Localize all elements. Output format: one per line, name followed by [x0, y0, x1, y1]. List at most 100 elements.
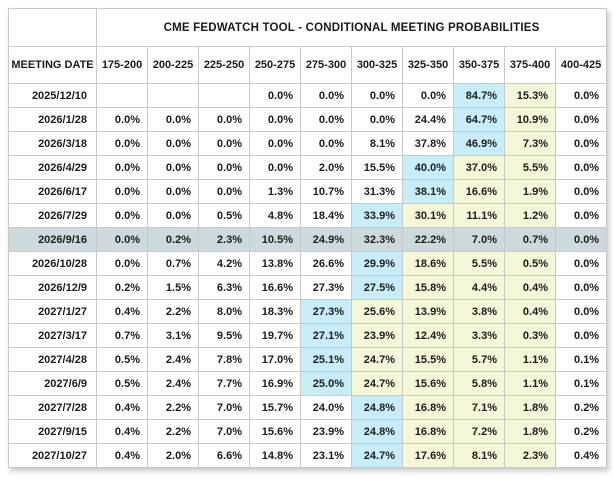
- table-row[interactable]: 2026/6/17 0.0% 0.0% 0.0% 1.3% 10.7% 31.3% 38.1%…: [8, 179, 608, 204]
- probability-cell: 5.7%: [453, 347, 505, 372]
- probability-cell: 8.1%: [453, 443, 505, 468]
- table-row[interactable]: 2027/7/28 0.4% 2.2% 7.0% 15.7% 24.0% 24.8% 16.8…: [8, 395, 608, 420]
- probability-cell: 2.2%: [147, 299, 199, 324]
- probability-cell: 24.7%: [351, 443, 403, 468]
- probability-cell: 15.6%: [402, 371, 454, 396]
- probability-cell: 0.0%: [402, 83, 454, 108]
- rate-range-header: 175-200: [96, 46, 148, 84]
- probability-cell: 15.3%: [504, 83, 556, 108]
- probability-cell: 32.3%: [351, 227, 403, 252]
- probability-cell: 13.8%: [249, 251, 301, 276]
- table-title: CME FEDWATCH TOOL - CONDITIONAL MEETING …: [95, 8, 608, 47]
- probability-cell: 7.0%: [198, 419, 250, 444]
- probability-cell: 18.3%: [249, 299, 301, 324]
- probability-cell: 7.0%: [198, 395, 250, 420]
- probability-cell: 7.2%: [453, 419, 505, 444]
- probability-cell: 23.9%: [300, 419, 352, 444]
- table-row[interactable]: 2027/9/15 0.4% 2.2% 7.0% 15.6% 23.9% 24.8% 16.8…: [8, 419, 608, 444]
- meeting-date-cell: 2025/12/10: [8, 83, 97, 108]
- probability-cell: 0.0%: [249, 83, 301, 108]
- meeting-date-cell: 2026/4/29: [8, 155, 97, 180]
- probability-cell: 11.1%: [453, 203, 505, 228]
- probability-cell: 0.0%: [96, 251, 148, 276]
- table-row[interactable]: 2025/12/10 0.0% 0.0% 0.0% 0.0% 84.7% 15.3% 0.0%: [8, 83, 608, 108]
- table-row[interactable]: 2027/4/28 0.5% 2.4% 7.8% 17.0% 25.1% 24.7% 15.5…: [8, 347, 608, 372]
- probability-cell: 24.7%: [351, 347, 403, 372]
- fedwatch-widget: CME FEDWATCH TOOL - CONDITIONAL MEETING …: [8, 8, 608, 468]
- probability-cell: 24.0%: [300, 395, 352, 420]
- probability-cell: 0.0%: [147, 155, 199, 180]
- probability-cell: 6.6%: [198, 443, 250, 468]
- table-row[interactable]: 2027/1/27 0.4% 2.2% 8.0% 18.3% 27.3% 25.6% 13.9…: [8, 299, 608, 324]
- probability-cell: 10.5%: [249, 227, 301, 252]
- probability-cell: 0.2%: [96, 275, 148, 300]
- probability-cell: [96, 83, 148, 108]
- probability-cell: 0.1%: [554, 347, 608, 372]
- probability-cell: 0.4%: [504, 275, 556, 300]
- table-row[interactable]: 2027/3/17 0.7% 3.1% 9.5% 19.7% 27.1% 23.9% 12.4…: [8, 323, 608, 348]
- probability-cell: 30.1%: [402, 203, 454, 228]
- probability-cell: 17.6%: [402, 443, 454, 468]
- table-row[interactable]: 2026/10/28 0.0% 0.7% 4.2% 13.8% 26.6% 29.9% 18.…: [8, 251, 608, 276]
- probability-cell: 18.6%: [402, 251, 454, 276]
- rate-range-header: 350-375: [453, 46, 505, 84]
- probability-cell: 2.2%: [147, 419, 199, 444]
- rate-range-header: 200-225: [147, 46, 199, 84]
- meeting-date-cell: 2027/6/9: [8, 371, 97, 396]
- table-row[interactable]: 2026/12/9 0.2% 1.5% 6.3% 16.6% 27.3% 27.5% 15.8…: [8, 275, 608, 300]
- table-row[interactable]: 2026/9/16 0.0% 0.2% 2.3% 10.5% 24.9% 32.3% 22.2…: [8, 227, 608, 252]
- corner-cell: [8, 8, 97, 47]
- meeting-date-cell: 2026/6/17: [8, 179, 97, 204]
- probability-cell: 5.5%: [453, 251, 505, 276]
- probability-cell: 0.1%: [554, 371, 608, 396]
- probability-cell: 8.1%: [351, 131, 403, 156]
- probability-cell: 0.0%: [96, 155, 148, 180]
- rate-range-header: 400-425: [554, 46, 608, 84]
- probability-cell: 0.0%: [147, 203, 199, 228]
- probability-cell: 0.4%: [96, 299, 148, 324]
- table-row[interactable]: 2026/4/29 0.0% 0.0% 0.0% 0.0% 2.0% 15.5% 40.0% 3…: [8, 155, 608, 180]
- probability-cell: 24.9%: [300, 227, 352, 252]
- probability-cell: 0.7%: [147, 251, 199, 276]
- probability-cell: 0.0%: [249, 107, 301, 132]
- probability-cell: 0.4%: [96, 395, 148, 420]
- meeting-date-cell: 2026/9/16: [8, 227, 97, 252]
- table-row[interactable]: 2026/3/18 0.0% 0.0% 0.0% 0.0% 0.0% 8.1% 37.8% 46…: [8, 131, 608, 156]
- probability-cell: 0.0%: [554, 179, 608, 204]
- probability-cell: 0.0%: [554, 299, 608, 324]
- rate-range-header: 275-300: [300, 46, 352, 84]
- probability-cell: 1.9%: [504, 179, 556, 204]
- probability-cell: 0.0%: [554, 83, 608, 108]
- probability-cell: 0.2%: [554, 419, 608, 444]
- table-row[interactable]: 2027/10/27 0.4% 2.0% 6.6% 14.8% 23.1% 24.7% 17.…: [8, 443, 608, 468]
- probability-cell: 25.6%: [351, 299, 403, 324]
- probability-cell: 1.2%: [504, 203, 556, 228]
- probability-cell: 0.0%: [198, 131, 250, 156]
- probability-cell: 0.0%: [147, 107, 199, 132]
- probability-cell: [147, 83, 199, 108]
- probability-cell: 5.8%: [453, 371, 505, 396]
- probability-cell: 0.2%: [554, 395, 608, 420]
- probability-cell: 0.0%: [96, 131, 148, 156]
- table-row[interactable]: 2026/7/29 0.0% 0.0% 0.5% 4.8% 18.4% 33.9% 30.1%…: [8, 203, 608, 228]
- table-row[interactable]: 2026/1/28 0.0% 0.0% 0.0% 0.0% 0.0% 0.0% 24.4% 64…: [8, 107, 608, 132]
- probability-cell: 5.5%: [504, 155, 556, 180]
- probability-cell: 46.9%: [453, 131, 505, 156]
- probability-cell: 25.0%: [300, 371, 352, 396]
- probability-cell: 15.8%: [402, 275, 454, 300]
- probability-cell: 2.3%: [504, 443, 556, 468]
- probability-cell: 2.0%: [300, 155, 352, 180]
- probability-cell: 0.5%: [96, 371, 148, 396]
- probability-cell: 27.1%: [300, 323, 352, 348]
- probability-cell: 22.2%: [402, 227, 454, 252]
- probability-cell: 27.5%: [351, 275, 403, 300]
- rate-range-header: 225-250: [198, 46, 250, 84]
- probability-cell: 3.1%: [147, 323, 199, 348]
- probability-cell: 0.7%: [504, 227, 556, 252]
- probability-cell: 7.0%: [453, 227, 505, 252]
- probability-cell: 0.4%: [504, 299, 556, 324]
- meeting-date-header: MEETING DATE: [8, 46, 97, 84]
- probability-cell: 7.7%: [198, 371, 250, 396]
- table-row[interactable]: 2027/6/9 0.5% 2.4% 7.7% 16.9% 25.0% 24.7% 15.6%…: [8, 371, 608, 396]
